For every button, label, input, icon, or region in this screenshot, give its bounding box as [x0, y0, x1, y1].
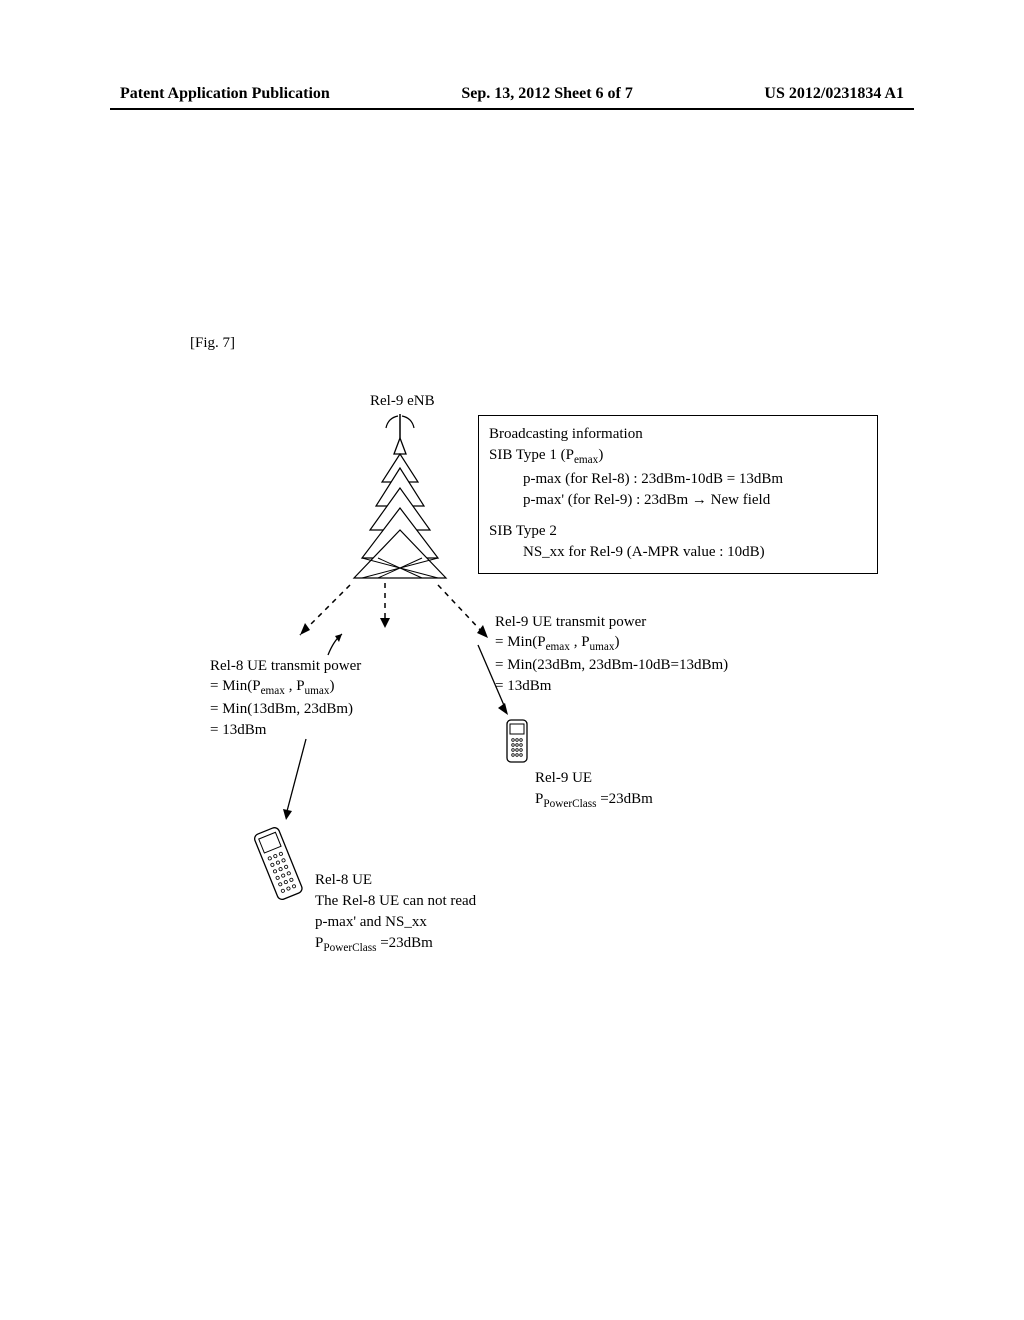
rel8-ue-name: Rel-8 UE	[315, 870, 476, 891]
rel8-calc-line2: = Min(Pemax , Pumax)	[210, 676, 361, 699]
rel9-ue-powerclass: PPowerClass =23dBm	[535, 789, 653, 813]
broadcast-info-box: Broadcasting information SIB Type 1 (Pem…	[478, 415, 878, 574]
info-line-sib1: SIB Type 1 (Pemax)	[489, 445, 867, 469]
header-right: US 2012/0231834 A1	[764, 85, 904, 103]
info-line-pmax-rel8: p-max (for Rel-8) : 23dBm-10dB = 13dBm	[489, 469, 867, 490]
header-center: Sep. 13, 2012 Sheet 6 of 7	[461, 85, 633, 103]
rel8-ue-note1: The Rel-8 UE can not read	[315, 891, 476, 912]
figure-label: [Fig. 7]	[190, 335, 235, 352]
header-left: Patent Application Publication	[120, 85, 330, 103]
rel8-calc-line3: = Min(13dBm, 23dBm)	[210, 699, 361, 719]
rel8-ue-label: Rel-8 UE The Rel-8 UE can not read p-max…	[315, 870, 476, 957]
signal-arrow-mid-icon	[370, 580, 400, 640]
rel8-phone-icon	[250, 820, 310, 915]
enb-label: Rel-9 eNB	[370, 393, 435, 410]
rel8-ue-powerclass: PPowerClass =23dBm	[315, 933, 476, 957]
page-header: Patent Application Publication Sep. 13, …	[0, 85, 1024, 103]
rel9-calc-block: Rel-9 UE transmit power = Min(Pemax , Pu…	[495, 612, 728, 696]
info-line-nsxx: NS_xx for Rel-9 (A-MPR value : 10dB)	[489, 542, 867, 563]
rel9-calc-line2: = Min(Pemax , Pumax)	[495, 632, 728, 655]
rel9-calc-line1: Rel-9 UE transmit power	[495, 612, 728, 632]
header-rule	[110, 108, 914, 110]
info-line-broadcast: Broadcasting information	[489, 424, 867, 445]
rel9-calc-line4: = 13dBm	[495, 676, 728, 696]
rel9-ue-label: Rel-9 UE PPowerClass =23dBm	[535, 768, 653, 813]
info-line-sib2: SIB Type 2	[489, 521, 867, 542]
rel9-calc-line3: = Min(23dBm, 23dBm-10dB=13dBm)	[495, 655, 728, 675]
rel8-ue-note2: p-max' and NS_xx	[315, 912, 476, 933]
rel9-down-arrow-icon	[468, 640, 518, 725]
rel8-calc-block: Rel-8 UE transmit power = Min(Pemax , Pu…	[210, 656, 361, 740]
rel8-hook-arrow-icon	[322, 630, 352, 665]
info-line-pmax-rel9: p-max' (for Rel-9) : 23dBm → New field	[489, 490, 867, 511]
rel9-ue-name: Rel-9 UE	[535, 768, 653, 789]
rel9-phone-icon	[503, 716, 531, 771]
enb-tower-icon	[350, 410, 470, 595]
rel8-down-arrow-icon	[278, 735, 318, 830]
